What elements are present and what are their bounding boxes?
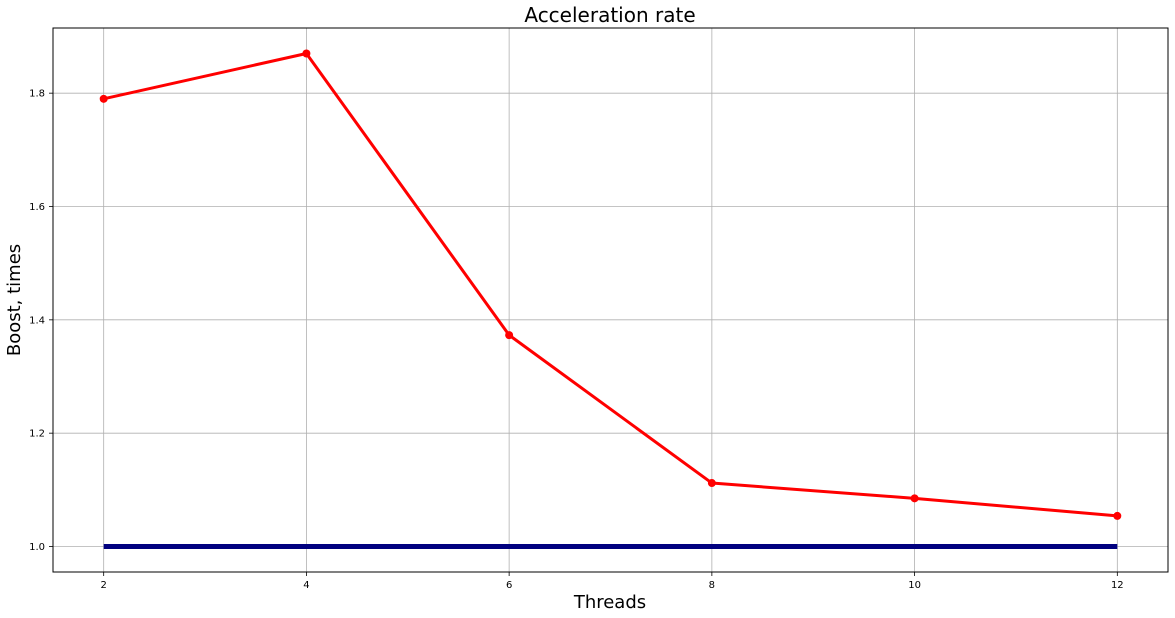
series-point — [505, 331, 514, 340]
plot-frame — [52, 27, 1169, 573]
x-tick-label: 4 — [303, 580, 309, 591]
y-axis-label: Boost, times — [4, 244, 25, 356]
y-tick-label: 1.2 — [29, 429, 45, 440]
x-tick-label: 6 — [506, 580, 512, 591]
series-point — [99, 94, 108, 103]
x-tick-label: 12 — [1111, 580, 1124, 591]
series-line-boost — [103, 52, 1118, 518]
y-tick-label: 1.8 — [29, 89, 45, 100]
series-layer — [99, 49, 1122, 549]
x-tick-label: 10 — [908, 580, 921, 591]
y-tick-label: 1.4 — [29, 315, 45, 326]
chart-title: Acceleration rate — [524, 3, 695, 27]
y-tick-label: 1.6 — [29, 202, 45, 213]
y-tick-label: 1.0 — [29, 542, 45, 553]
axis-ticks: 2 4 6 8 10 12 1.0 1.2 1.4 1.6 1.8 — [29, 89, 1124, 591]
x-tick-label: 8 — [709, 580, 715, 591]
series-point — [910, 494, 919, 503]
x-tick-label: 2 — [100, 580, 106, 591]
x-axis-label: Threads — [573, 592, 646, 613]
series-point — [302, 49, 311, 58]
series-point — [707, 479, 716, 488]
series-point — [1113, 511, 1122, 520]
grid — [53, 28, 1168, 572]
